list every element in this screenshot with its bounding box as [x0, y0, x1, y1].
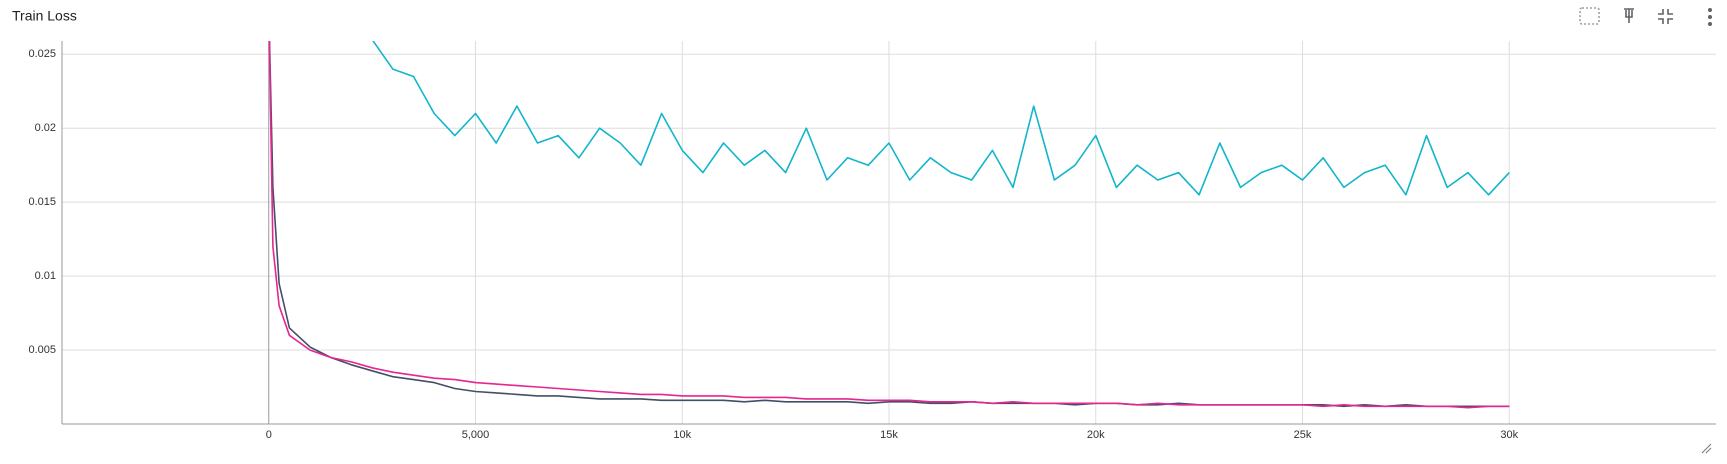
chart-title: Train Loss: [12, 8, 77, 24]
x-tick-label: 20k: [1087, 429, 1105, 441]
series-line: [372, 41, 1510, 196]
series-line: [268, 41, 1510, 409]
x-tick-label: 10k: [673, 429, 691, 441]
y-tick-label: 0.02: [35, 122, 56, 134]
x-tick-label: 25k: [1294, 429, 1312, 441]
y-tick-label: 0.015: [28, 196, 56, 208]
fullscreen-button[interactable]: [1658, 9, 1673, 24]
resize-handle[interactable]: [1701, 443, 1712, 454]
x-tick-label: 15k: [880, 429, 898, 441]
menu-button[interactable]: [1708, 8, 1712, 26]
x-tick-label: 30k: [1500, 429, 1518, 441]
y-tick-label: 0.005: [28, 344, 56, 356]
fit-domain-button[interactable]: [1579, 7, 1600, 25]
grid: [62, 41, 1716, 424]
y-tick-label: 0.01: [35, 270, 56, 282]
plot-area: [268, 41, 1510, 409]
y-tick-label: 0.025: [28, 48, 56, 60]
x-tick-label: 5,000: [462, 429, 490, 441]
pin-button[interactable]: [1624, 8, 1634, 23]
axis-labels: 0.005 0.01 0.015 0.02 0.025 0 5,000 10k 15k 20k 25…: [28, 48, 1518, 441]
x-tick-label: 0: [266, 429, 272, 441]
toolbar: [1579, 7, 1712, 26]
